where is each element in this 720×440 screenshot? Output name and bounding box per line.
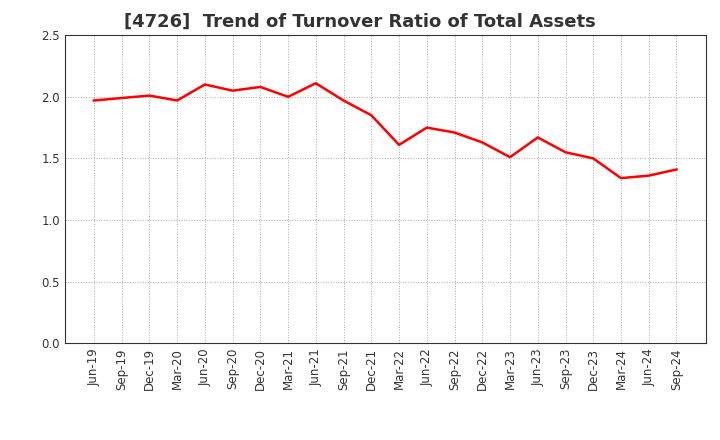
Text: [4726]  Trend of Turnover Ratio of Total Assets: [4726] Trend of Turnover Ratio of Total … bbox=[124, 13, 596, 31]
